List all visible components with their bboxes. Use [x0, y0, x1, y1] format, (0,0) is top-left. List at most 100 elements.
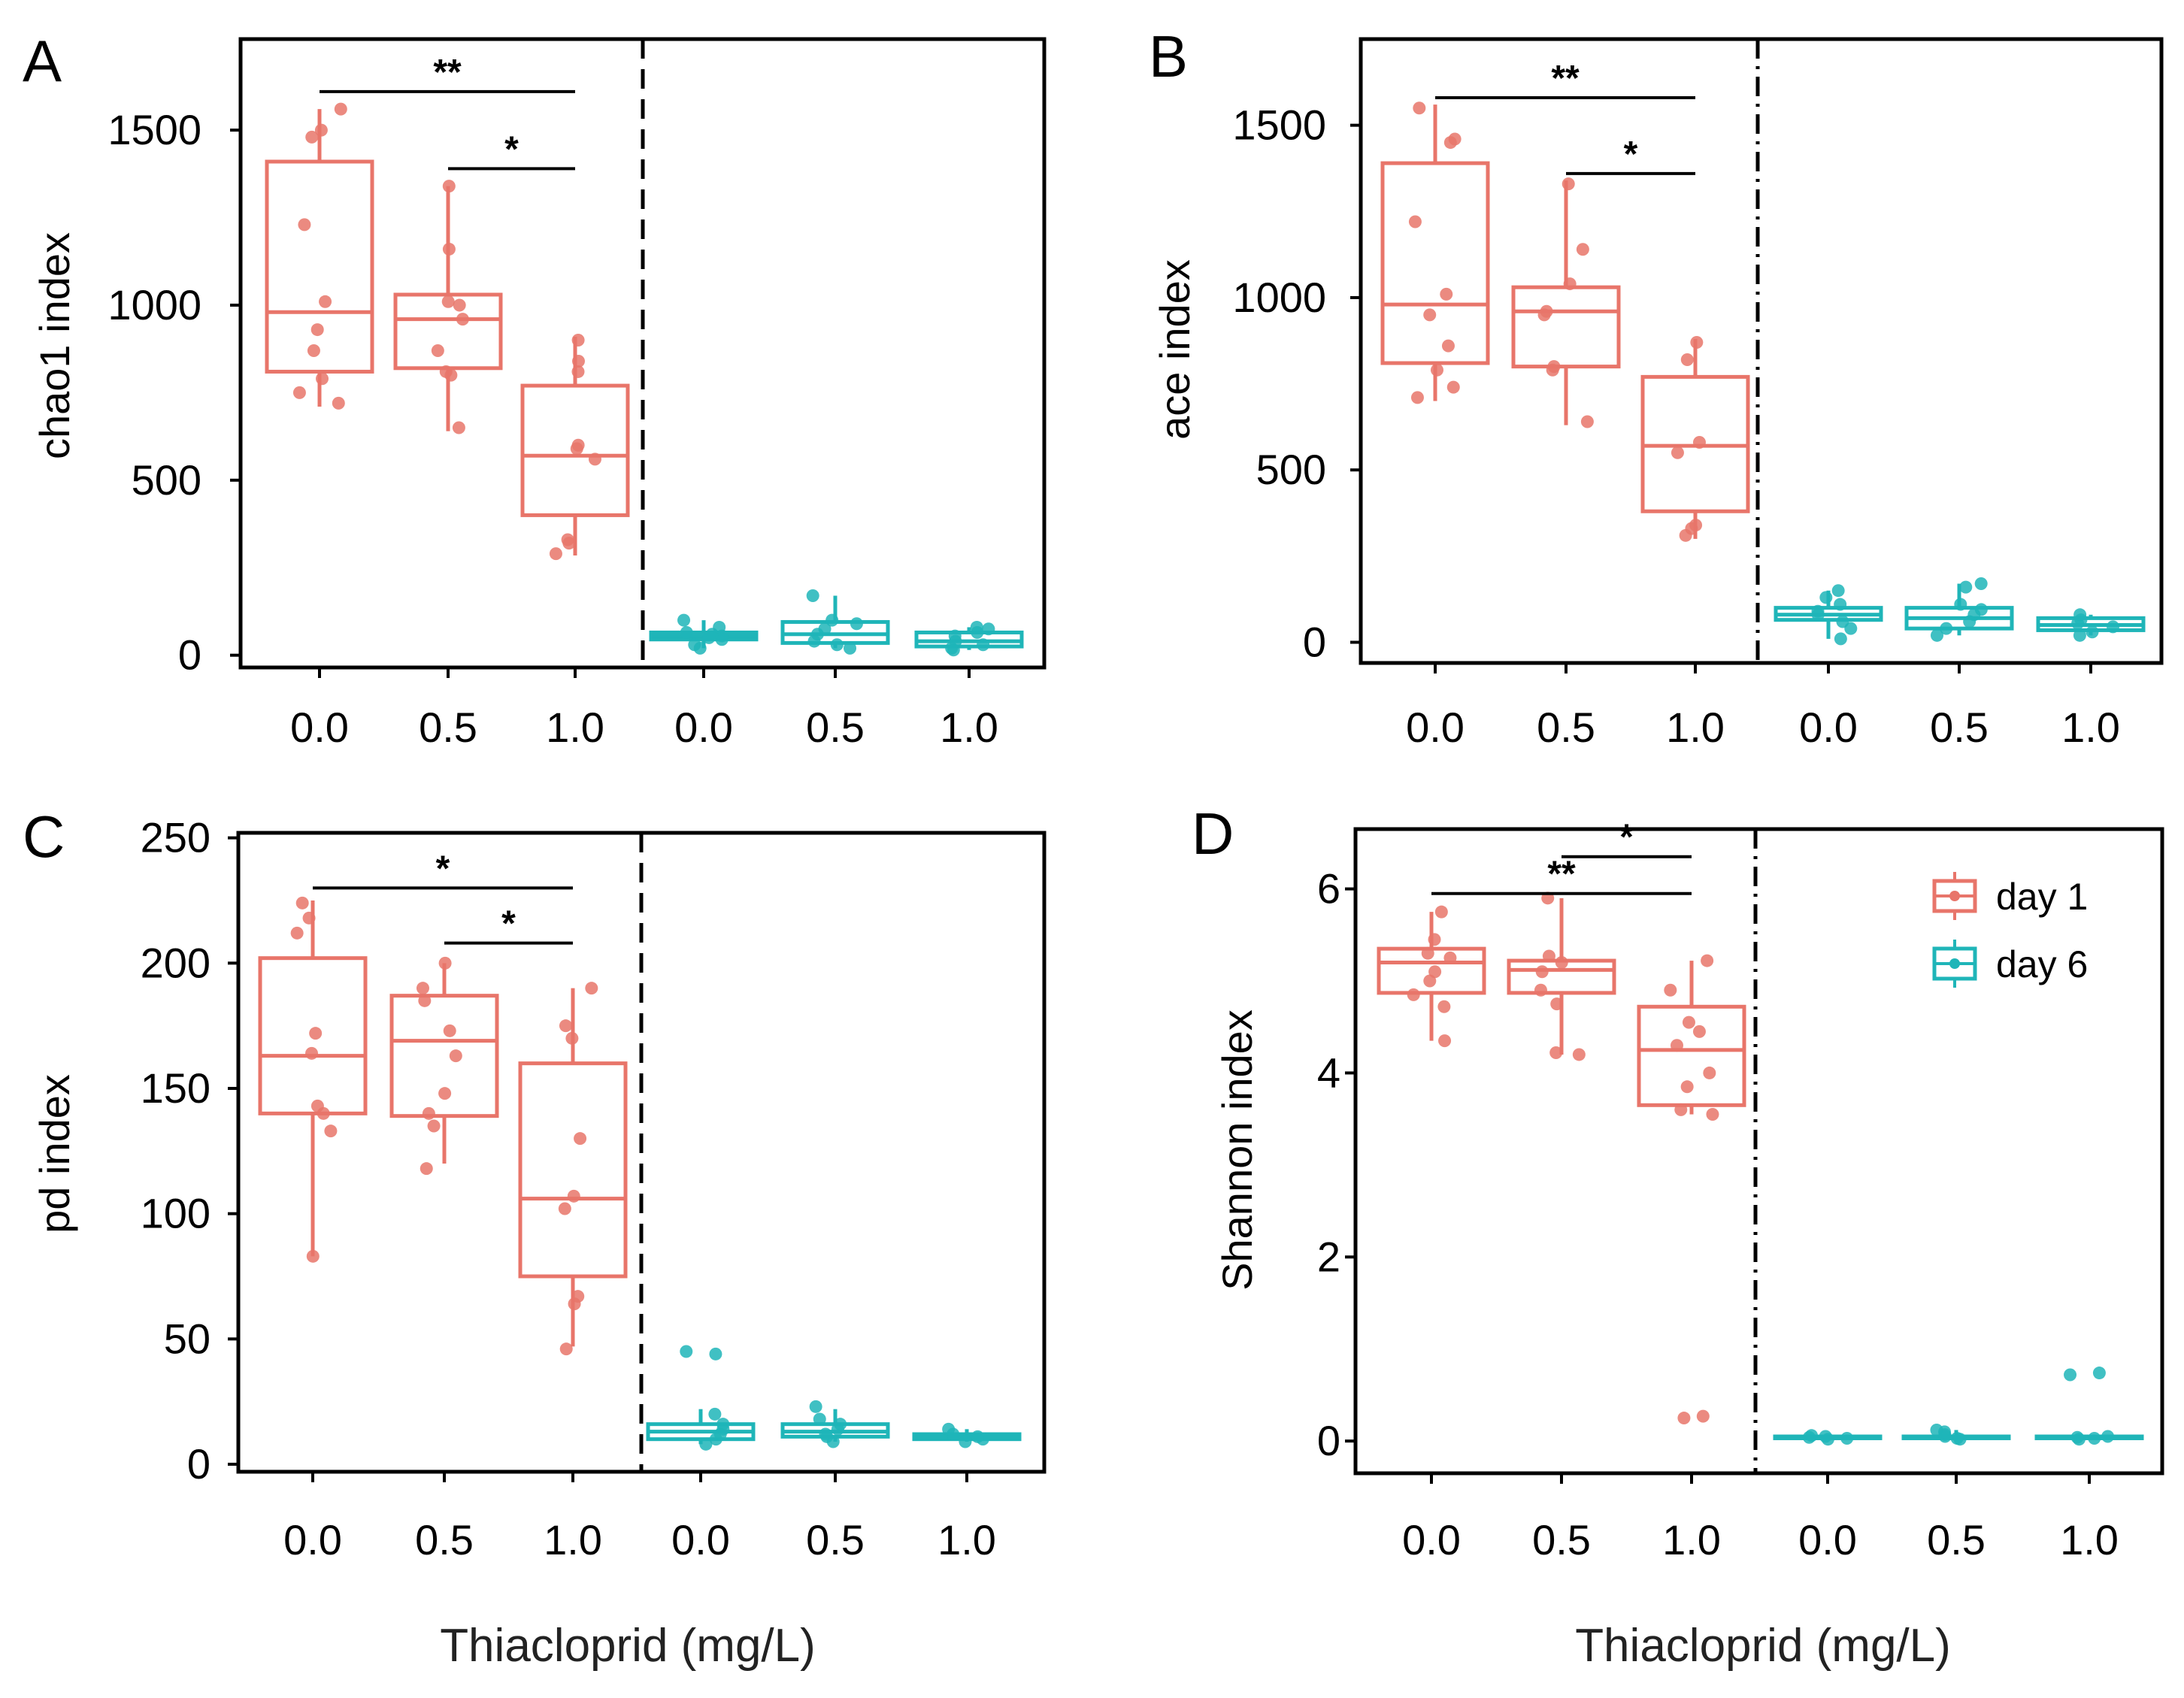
data-point	[1446, 380, 1460, 394]
data-point	[1819, 591, 1833, 604]
data-point	[818, 622, 831, 636]
data-point	[571, 334, 585, 347]
x-tick-label: 0.0	[290, 704, 349, 751]
data-point	[809, 1400, 822, 1413]
x-tick-label: 0.0	[671, 1516, 730, 1563]
x-tick-label: 1.0	[544, 1516, 602, 1563]
y-tick-label: 0	[1317, 1417, 1340, 1464]
box-day-1-0.5	[1511, 177, 1621, 428]
box-day-1-0.5	[393, 180, 503, 434]
data-point	[2070, 1430, 2084, 1444]
box-day-6-1.0	[2034, 1367, 2144, 1446]
data-point	[558, 1202, 571, 1215]
data-point	[1959, 580, 1973, 594]
data-point	[948, 629, 962, 643]
data-point	[1576, 243, 1589, 256]
data-point	[2088, 1431, 2101, 1445]
box-day-1-1.0	[518, 982, 628, 1356]
box-iqr	[389, 994, 499, 1118]
data-point	[977, 638, 990, 652]
plot-frame	[1353, 827, 2164, 1476]
data-point	[688, 638, 701, 652]
data-point	[1407, 988, 1420, 1001]
data-point	[1441, 339, 1455, 353]
box-day-1-0.0	[258, 896, 368, 1263]
data-point	[1930, 628, 1943, 642]
box-iqr	[1511, 285, 1621, 369]
data-point	[1437, 1000, 1451, 1013]
data-point	[305, 130, 319, 144]
significance-label: **	[433, 53, 462, 92]
data-point	[1690, 336, 1704, 350]
data-point	[1834, 632, 1847, 646]
data-point	[1940, 622, 1953, 635]
data-point	[420, 1162, 433, 1176]
data-point	[1549, 1046, 1563, 1060]
data-point	[1840, 1431, 1854, 1445]
data-point	[2073, 628, 2086, 642]
data-point	[418, 994, 432, 1007]
data-point	[709, 1347, 722, 1361]
data-point	[1540, 304, 1553, 318]
x-tick-label: 1.0	[1662, 1516, 1721, 1563]
data-point	[1674, 1103, 1688, 1116]
box-day-1-1.0	[1640, 336, 1750, 542]
chart-panel-C: C 0 50 100 150 200 250 pd index 0.0 0.5 1.0 0.0 0.5 1…	[23, 804, 1047, 1563]
data-point	[302, 911, 316, 925]
data-point	[452, 421, 465, 434]
data-point	[819, 1427, 832, 1441]
legend: day 1 day 6	[1932, 872, 2088, 988]
data-point	[970, 620, 983, 634]
data-point	[2064, 1368, 2077, 1382]
data-point	[850, 617, 863, 631]
data-point	[680, 625, 693, 639]
data-point	[571, 438, 585, 452]
x-tick-label: 1.0	[546, 704, 604, 751]
data-point	[1555, 956, 1568, 970]
data-point	[456, 313, 469, 326]
data-point	[942, 1422, 956, 1436]
data-point	[314, 123, 328, 137]
data-point	[959, 1435, 972, 1448]
y-tick-label: 100	[141, 1190, 211, 1237]
data-point	[2073, 608, 2087, 622]
data-point	[713, 620, 726, 634]
x-tick-label: 0.5	[806, 704, 865, 751]
box-iqr	[265, 159, 374, 374]
box-day-1-1.0	[1637, 954, 1746, 1425]
y-tick-label: 1500	[108, 106, 201, 153]
y-tick-label: 0	[1303, 618, 1326, 665]
data-point	[1408, 215, 1422, 229]
y-tick-label: 250	[141, 814, 211, 861]
box-day-1-0.5	[1507, 891, 1616, 1061]
data-point	[332, 396, 345, 410]
data-point	[1542, 949, 1555, 963]
data-point	[441, 295, 455, 308]
data-point	[2086, 625, 2099, 639]
legend-label: day 6	[1996, 943, 2088, 985]
significance-label: *	[1624, 135, 1638, 174]
data-point	[574, 1132, 587, 1146]
data-point	[442, 242, 456, 256]
data-point	[559, 1019, 572, 1033]
plot-frame	[1359, 37, 2164, 665]
x-tick-label: 0.5	[415, 1516, 474, 1563]
x-tick-label: 1.0	[938, 1516, 996, 1563]
y-tick-label: 0	[187, 1440, 211, 1488]
data-point	[830, 638, 844, 652]
data-point	[307, 344, 320, 358]
x-tick-label: 0.5	[1930, 704, 1989, 751]
data-point	[561, 533, 574, 546]
data-point	[1703, 1066, 1716, 1079]
box-day-6-0.5	[1901, 1423, 2011, 1446]
data-point	[334, 102, 347, 116]
data-point	[298, 218, 311, 232]
data-point	[1448, 132, 1462, 146]
x-tick-label: 1.0	[940, 704, 998, 751]
data-point	[324, 1124, 338, 1138]
data-point	[1831, 584, 1845, 598]
data-point	[1692, 436, 1706, 449]
data-point	[442, 180, 456, 193]
data-point	[1950, 1431, 1964, 1445]
box-day-1-0.0	[1377, 905, 1486, 1048]
